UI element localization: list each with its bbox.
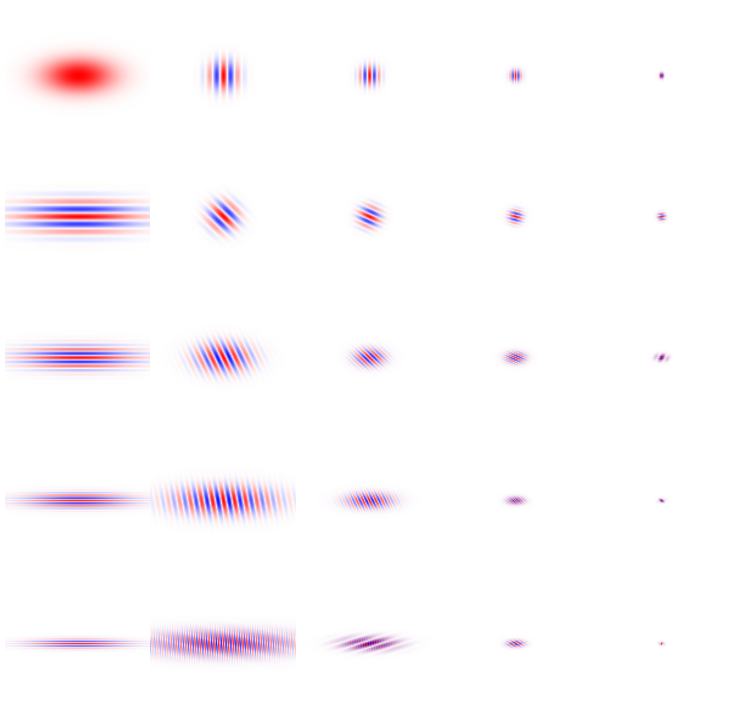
filter-cell-r1-c3	[296, 4, 442, 146]
filter-cell-r2-c4	[442, 145, 588, 287]
filter-cell-r3-c2	[150, 286, 296, 428]
filter-cell-r4-c2	[150, 429, 296, 571]
filter-cell-r1-c1	[5, 4, 151, 146]
filter-cell-r1-c4	[442, 4, 588, 146]
filter-cell-r4-c5	[588, 429, 734, 571]
filter-cell-r1-c2	[150, 4, 296, 146]
filter-cell-r5-c2	[150, 572, 296, 714]
filter-cell-r5-c5	[588, 572, 734, 714]
filter-cell-r2-c2	[150, 145, 296, 287]
filter-cell-r1-c5	[588, 4, 734, 146]
filter-cell-r4-c4	[442, 429, 588, 571]
filter-cell-r4-c1	[5, 429, 151, 571]
filter-cell-r3-c5	[588, 286, 734, 428]
filter-cell-r3-c4	[442, 286, 588, 428]
filter-cell-r5-c3	[296, 572, 442, 714]
filter-cell-r5-c4	[442, 572, 588, 714]
filter-cell-r4-c3	[296, 429, 442, 571]
filter-cell-r3-c3	[296, 286, 442, 428]
filter-cell-r2-c5	[588, 145, 734, 287]
filter-cell-r2-c1	[5, 145, 151, 287]
filter-cell-r2-c3	[296, 145, 442, 287]
filter-cell-r5-c1	[5, 572, 151, 714]
filter-cell-r3-c1	[5, 286, 151, 428]
